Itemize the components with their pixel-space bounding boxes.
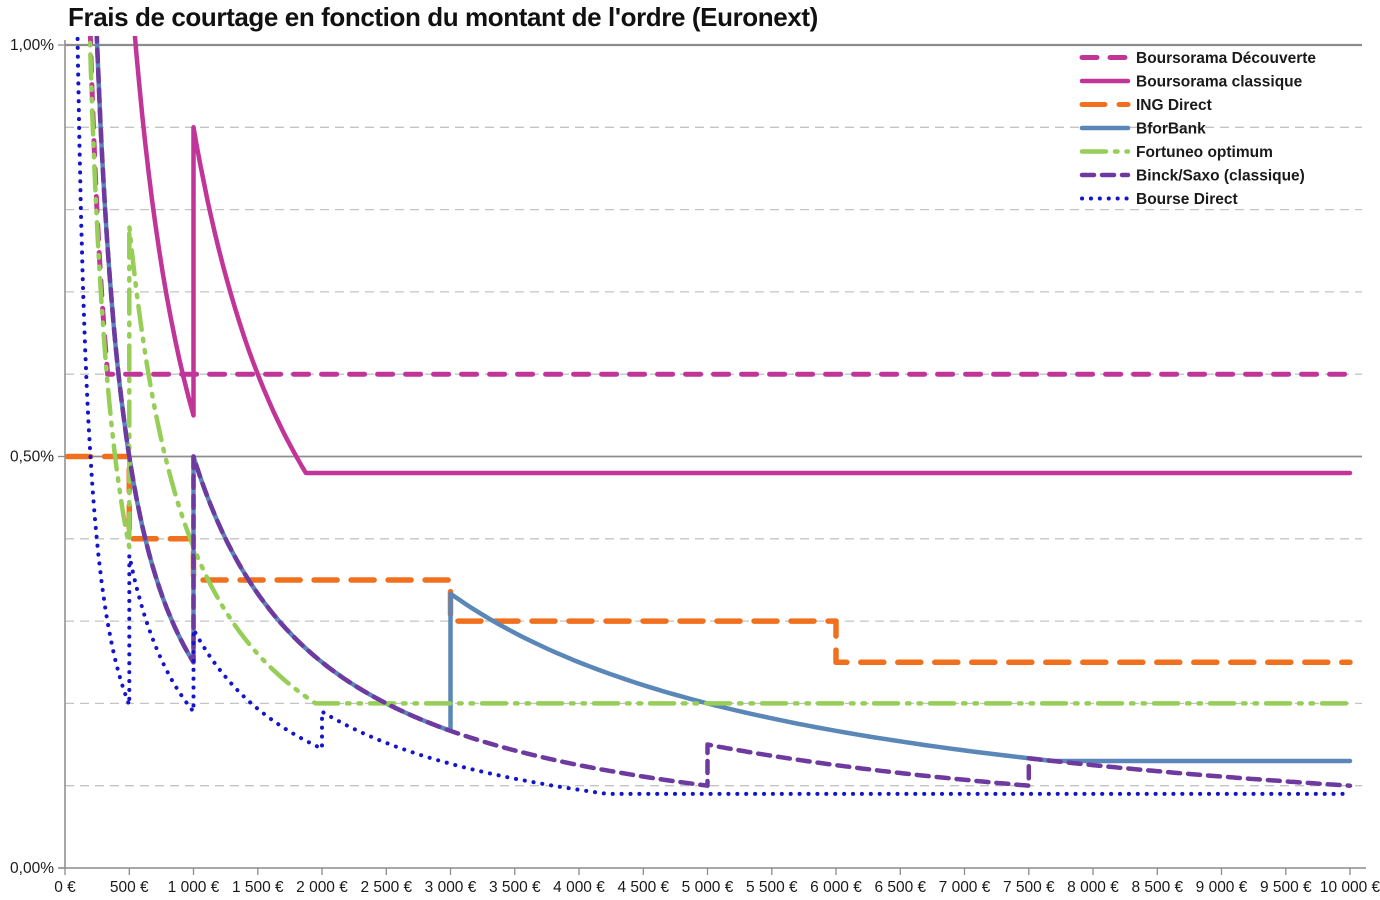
legend-item-ing-direct: ING Direct	[1079, 97, 1212, 114]
x-tick-label: 9 500 €	[1260, 879, 1312, 896]
legend-label: Boursorama classique	[1136, 74, 1303, 91]
x-tick-label: 3 000 €	[425, 879, 477, 896]
x-tick-label: 3 500 €	[489, 879, 541, 896]
legend-label: BforBank	[1136, 121, 1206, 138]
x-tick-label: 5 000 €	[682, 879, 734, 896]
y-tick-label: 0,50%	[10, 449, 54, 466]
x-tick-label: 4 000 €	[553, 879, 605, 896]
x-tick-label: 500 €	[110, 879, 149, 896]
legend-label: Boursorama Découverte	[1136, 50, 1316, 67]
legend-item-fortuneo-optimum: Fortuneo optimum	[1079, 144, 1273, 161]
x-tick-label: 1 000 €	[168, 879, 220, 896]
series-line-boursorama-decouverte	[87, 36, 1353, 377]
legend-label: ING Direct	[1136, 97, 1212, 114]
x-tick-label: 2 500 €	[360, 879, 412, 896]
legend-item-boursorama-decouverte: Boursorama Découverte	[1079, 50, 1316, 67]
series-line-binck-saxo	[94, 36, 1353, 788]
x-tick-label: 8 000 €	[1067, 879, 1119, 896]
x-tick-label: 2 000 €	[296, 879, 348, 896]
x-tick-label: 9 000 €	[1196, 879, 1248, 896]
chart-title: Frais de courtage en fonction du montant…	[68, 2, 818, 32]
legend: Boursorama Découverte Boursorama classiqu…	[1079, 50, 1316, 208]
x-tick-label: 8 500 €	[1131, 879, 1183, 896]
series-line-bourse-direct	[75, 36, 1352, 796]
legend-label: Bourse Direct	[1136, 191, 1238, 208]
y-tick-label: 1,00%	[10, 37, 54, 54]
x-axis-tick-labels: 0 € 500 € 1 000 € 1 500 € 2 000 € 2 500 € 3 00…	[54, 879, 1380, 896]
x-tick-label: 6 500 €	[874, 879, 926, 896]
series-line-ing-direct	[65, 453, 1353, 666]
series-line-fortuneo-optimum	[87, 36, 1353, 706]
x-tick-label: 4 500 €	[617, 879, 669, 896]
x-tick-label: 5 500 €	[746, 879, 798, 896]
x-tick-label: 7 500 €	[1003, 879, 1055, 896]
legend-item-bourse-direct: Bourse Direct	[1080, 191, 1238, 208]
legend-label: Binck/Saxo (classique)	[1136, 168, 1305, 185]
y-axis-tick-labels: 1,00% 0,50% 0,00%	[10, 37, 54, 877]
legend-item-boursorama-classique: Boursorama classique	[1079, 74, 1303, 91]
x-tick-label: 10 000 €	[1320, 879, 1380, 896]
x-tick-label: 7 000 €	[939, 879, 991, 896]
legend-item-bforbank: BforBank	[1079, 121, 1206, 138]
y-tick-label: 0,00%	[10, 860, 54, 877]
x-tick-label: 0 €	[54, 879, 76, 896]
x-tick-label: 1 500 €	[232, 879, 284, 896]
axes	[58, 40, 1366, 875]
series-lines	[65, 36, 1353, 796]
legend-label: Fortuneo optimum	[1136, 144, 1273, 161]
x-tick-label: 6 000 €	[810, 879, 862, 896]
legend-item-binck-saxo: Binck/Saxo (classique)	[1079, 168, 1305, 185]
series-line-boursorama-classique	[132, 36, 1353, 476]
